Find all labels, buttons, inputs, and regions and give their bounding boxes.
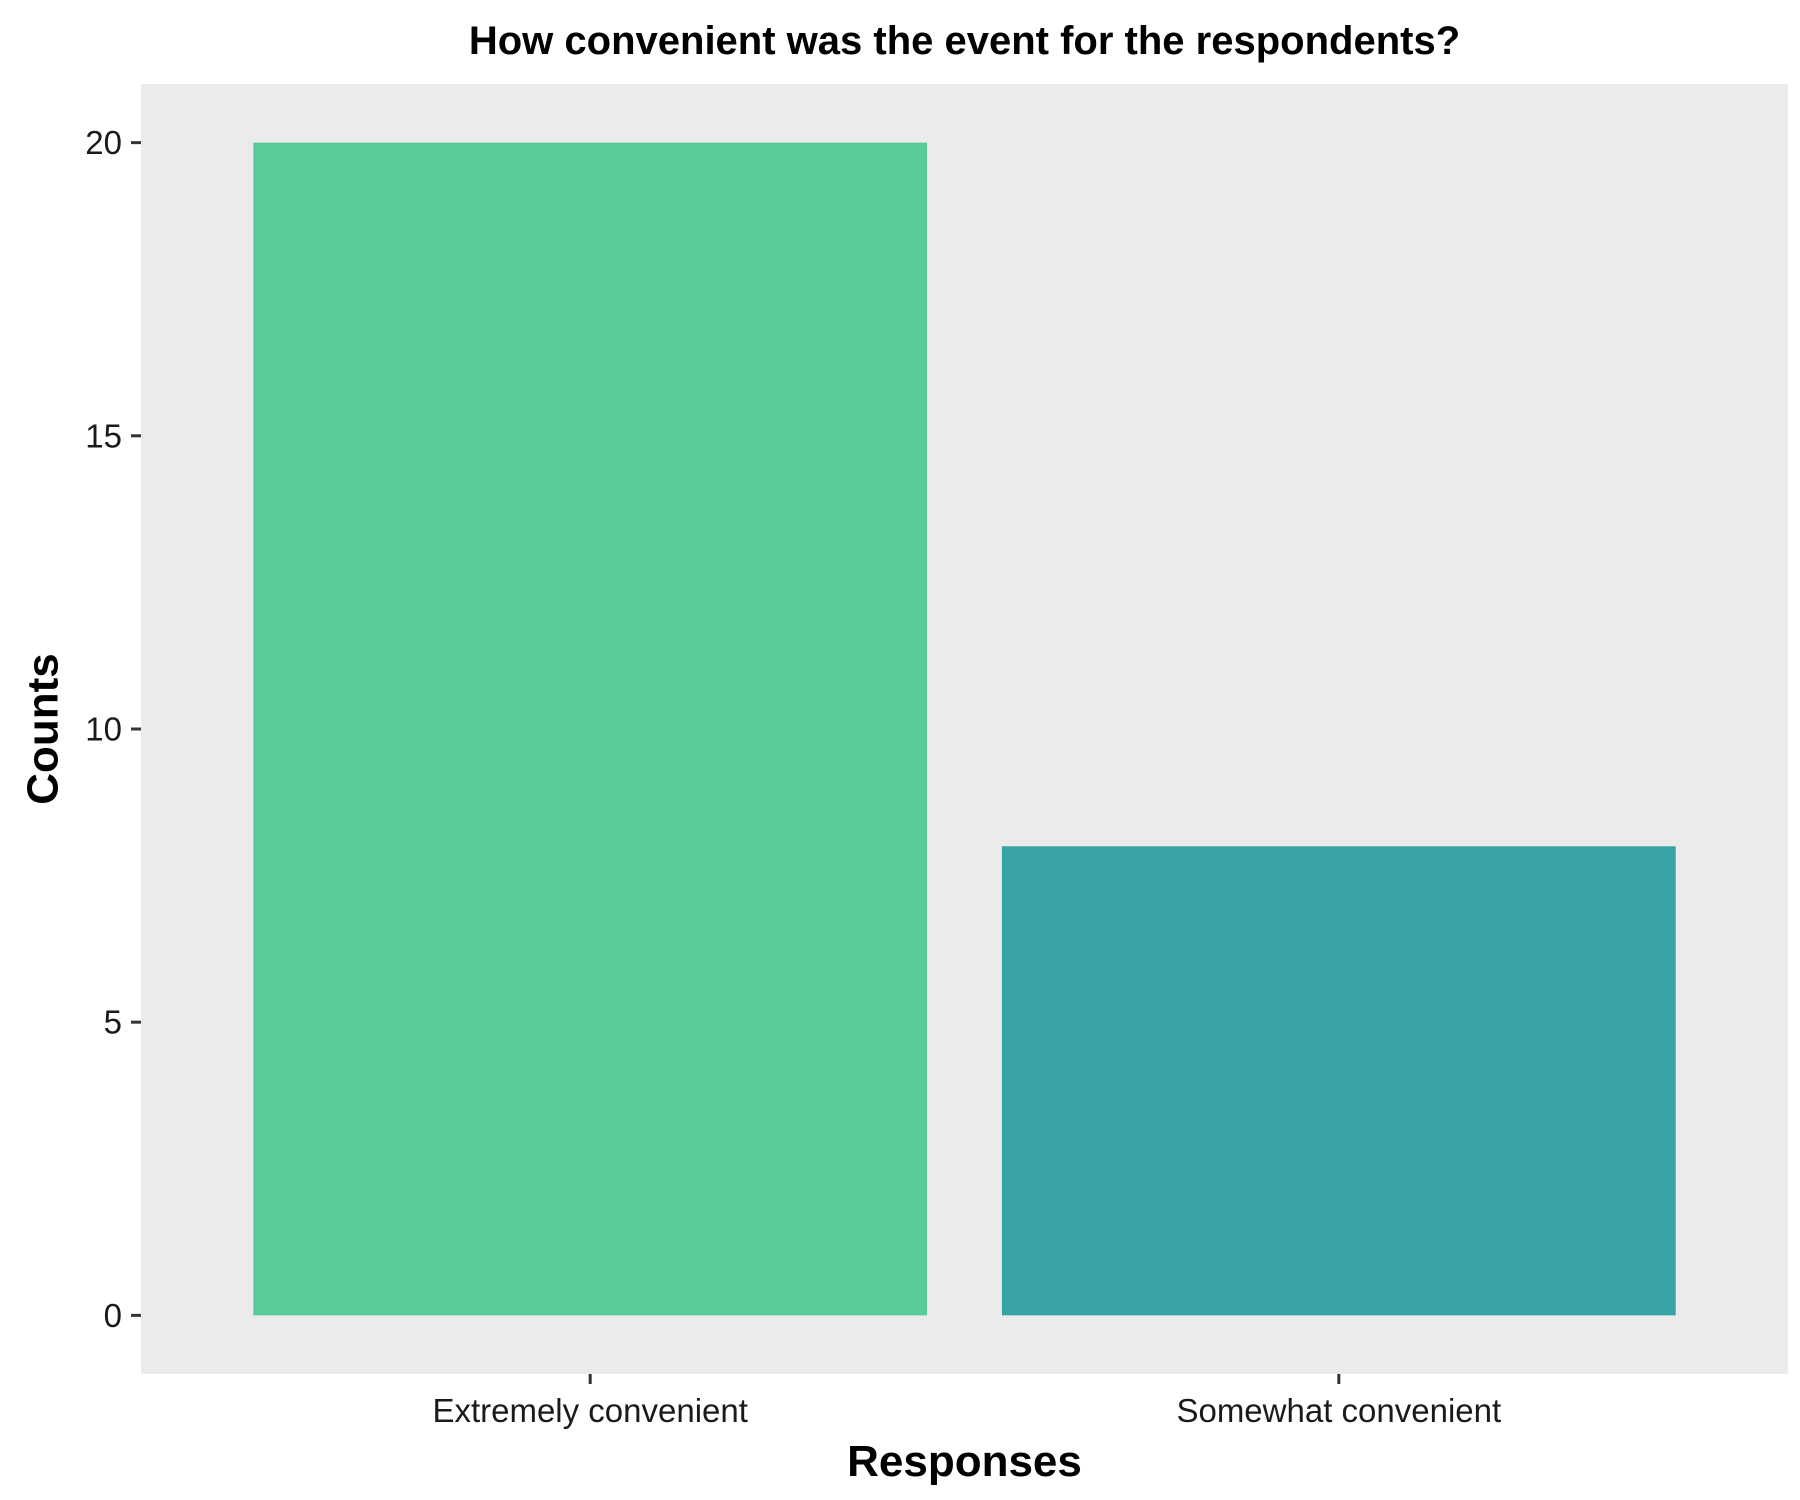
y-tick-label: 20 [85, 124, 122, 161]
y-axis-title: Counts [19, 653, 68, 805]
y-tick-label: 10 [85, 711, 122, 748]
y-tick-label: 15 [85, 417, 122, 454]
bar-1 [253, 142, 928, 1316]
x-tick-label: Somewhat convenient [1176, 1392, 1501, 1429]
y-tick-label: 0 [104, 1297, 122, 1334]
bars [253, 142, 1676, 1316]
bar-2 [1001, 846, 1676, 1316]
y-tick-label: 5 [104, 1004, 122, 1041]
x-axis: Extremely convenient Somewhat convenient [432, 1374, 1501, 1429]
x-tick-label: Extremely convenient [432, 1392, 747, 1429]
x-axis-title: Responses [847, 1437, 1082, 1486]
y-axis: 0 5 10 15 20 [85, 124, 141, 1334]
chart-title: How convenient was the event for the res… [469, 19, 1460, 63]
